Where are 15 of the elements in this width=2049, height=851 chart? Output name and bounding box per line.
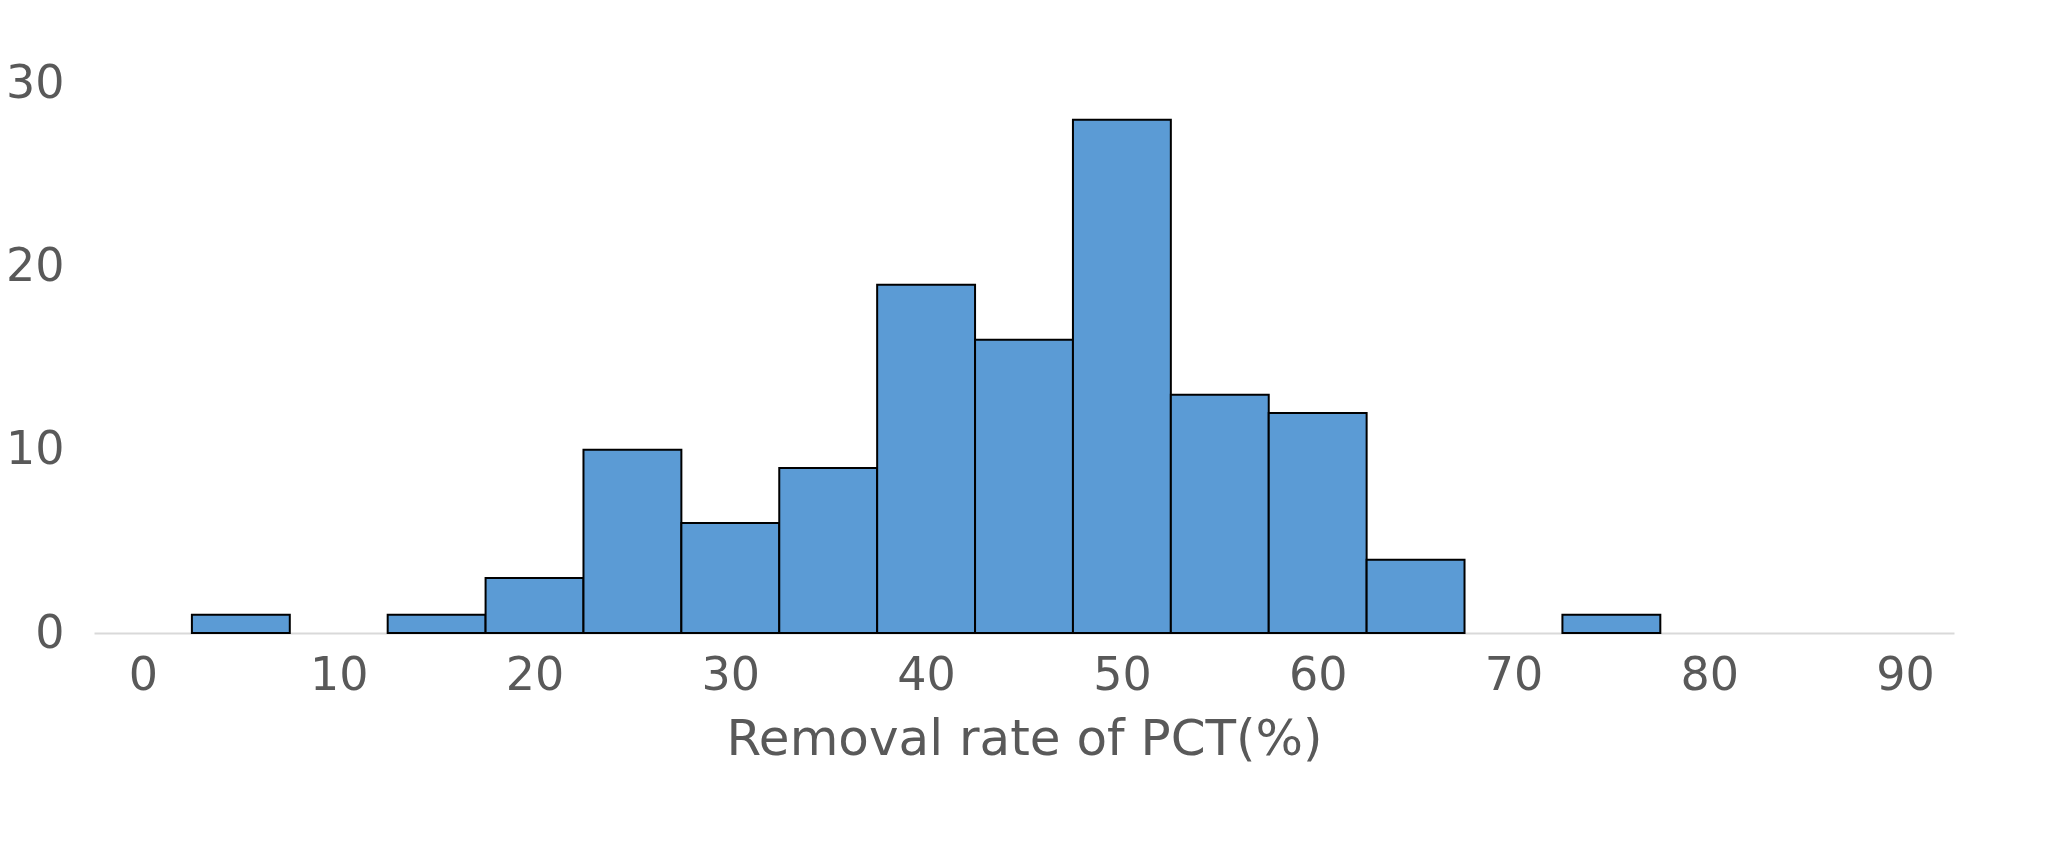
y-tick-label: 10	[5, 421, 65, 476]
x-tick-label: 80	[1680, 646, 1740, 701]
x-tick-label: 0	[128, 646, 159, 701]
x-tick-label: 30	[701, 646, 761, 701]
x-tick-label: 10	[309, 646, 369, 701]
y-tick-label: 0	[35, 604, 65, 659]
x-tick-label: 70	[1484, 646, 1544, 701]
x-tick-label: 20	[505, 646, 565, 701]
y-tick-label: 20	[5, 237, 65, 292]
x-tick-label: 90	[1876, 646, 1935, 701]
x-axis-title: Removal rate of PCT(%)	[726, 708, 1323, 767]
x-tick-label: 60	[1288, 646, 1348, 701]
x-tick-label: 50	[1093, 646, 1152, 701]
x-tick-label: 40	[897, 646, 956, 701]
y-tick-label: 30	[5, 54, 65, 109]
